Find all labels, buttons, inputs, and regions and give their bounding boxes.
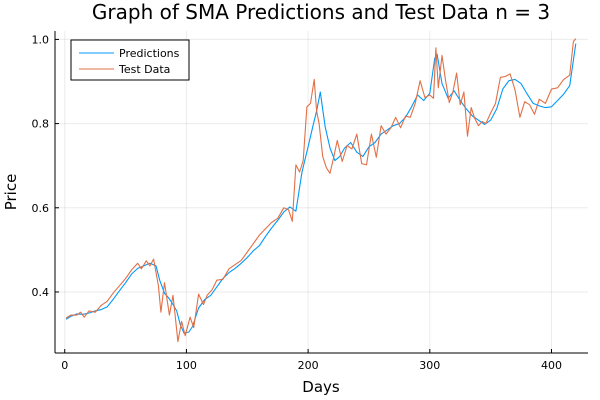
legend-label-predictions: Predictions <box>119 47 180 60</box>
y-ticks: 0.4 0.6 0.8 1.0 <box>32 33 59 299</box>
chart-title: Graph of SMA Predictions and Test Data n… <box>92 0 550 24</box>
legend-label-test-data: Test Data <box>118 63 170 76</box>
y-tick-label: 1.0 <box>32 33 50 46</box>
grid <box>55 31 588 353</box>
x-tick-label: 400 <box>541 359 562 372</box>
y-axis-title: Price <box>2 174 20 211</box>
series-line-test-data <box>65 38 577 343</box>
x-tick-label: 100 <box>176 359 197 372</box>
legend-box <box>70 39 190 81</box>
legend: Predictions Test Data <box>70 39 190 81</box>
x-tick-label: 200 <box>298 359 319 372</box>
x-axis-title: Days <box>302 378 340 396</box>
y-tick-label: 0.4 <box>32 286 50 299</box>
x-tick-label: 300 <box>419 359 440 372</box>
y-tick-label: 0.6 <box>32 202 50 215</box>
y-tick-label: 0.8 <box>32 118 50 131</box>
x-tick-label: 0 <box>61 359 68 372</box>
series-layer <box>65 38 577 343</box>
x-ticks: 0 100 200 300 400 <box>61 349 562 372</box>
series-line-predictions <box>65 43 577 334</box>
